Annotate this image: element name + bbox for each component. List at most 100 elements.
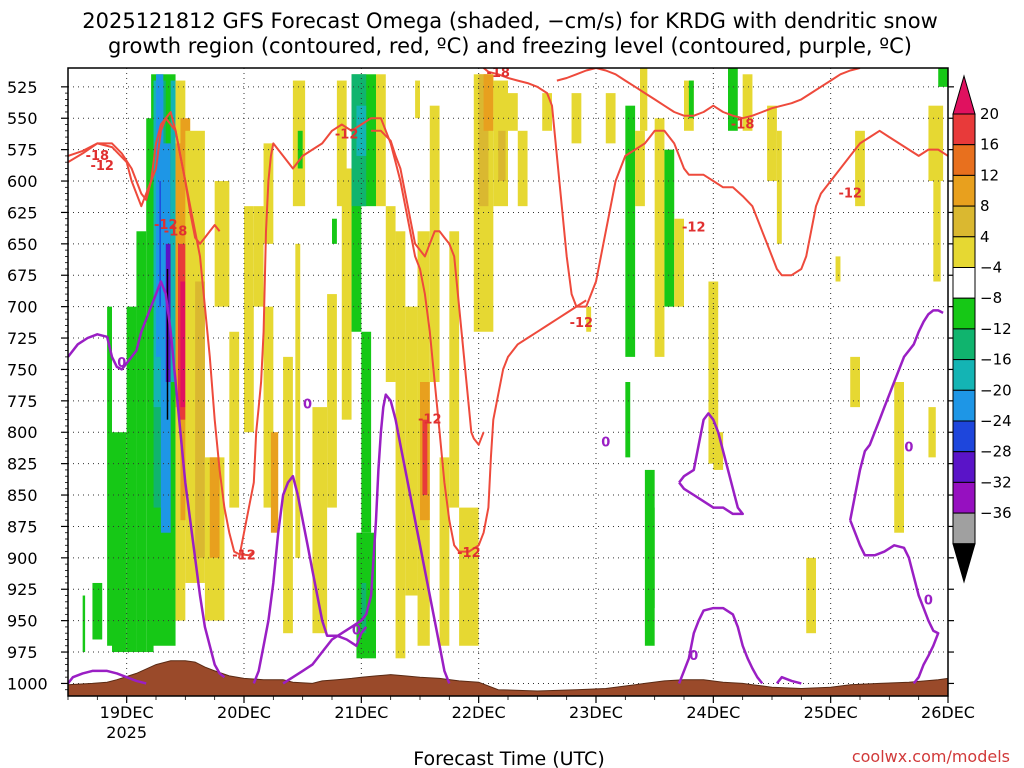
omega-shade-cell — [214, 181, 230, 307]
colorbar-segment — [952, 144, 976, 176]
x-tick-label: 19DEC — [100, 703, 154, 722]
dgz-contour-label: -18 — [486, 66, 510, 81]
x-tick-label: 26DEC — [921, 703, 975, 722]
omega-shade-cell — [654, 118, 665, 357]
omega-shade-cell — [209, 457, 220, 558]
y-tick-label: 725 — [7, 329, 38, 348]
colorbar: 20 16 12 8 4 −4 −8 −12 −16 −20 −24 −28 −32 −36 — [952, 74, 1012, 584]
freezing-level-contour-line — [282, 393, 451, 685]
colorbar-label: −32 — [980, 473, 1012, 491]
credit-text: coolwx.com/models — [852, 747, 1010, 766]
dgz-contour-label: -12 — [232, 548, 256, 563]
y-tick-label: 775 — [7, 392, 38, 411]
omega-shade-cell — [928, 407, 936, 458]
x-tick-label: 25DEC — [804, 703, 858, 722]
x-tick-label: 24DEC — [686, 703, 740, 722]
omega-shade-cell — [928, 105, 944, 182]
omega-shade-cell — [605, 93, 616, 144]
dgz-contour-label: -12 — [457, 546, 481, 561]
omega-shade-cell — [405, 306, 418, 596]
dgz-contour-label: -18 — [731, 118, 755, 133]
y-tick-label: 675 — [7, 266, 38, 285]
omega-shade-cell — [336, 80, 347, 207]
omega-shade-cell — [933, 181, 941, 282]
y-tick-label: 800 — [7, 423, 38, 442]
omega-shade-cell — [415, 80, 420, 119]
omega-shade-cell — [449, 231, 460, 508]
omega-shade-cell — [767, 105, 777, 182]
omega-shade-cell — [625, 105, 636, 357]
omega-shade-cell — [126, 306, 137, 653]
omega-shade-cell — [195, 281, 205, 558]
freezing-contour-label: 0 — [689, 649, 698, 664]
dgz-contour-line — [556, 68, 861, 120]
omega-shade-cell — [728, 68, 738, 131]
y-tick-label: 825 — [7, 455, 38, 474]
colorbar-segment — [952, 359, 976, 391]
colorbar-segment — [952, 481, 976, 514]
omega-shade-cell — [341, 168, 352, 420]
omega-shade-cell — [625, 382, 631, 458]
freezing-level-contour-line — [849, 519, 940, 685]
omega-shade-cell — [664, 149, 675, 307]
y-tick-label: 650 — [7, 235, 38, 254]
omega-shade-cell — [82, 595, 86, 653]
freezing-level-contour-line — [848, 309, 944, 521]
colorbar-label: −4 — [980, 259, 1002, 277]
dgz-contour-label: -12 — [838, 187, 862, 202]
freezing-contour-label: 0 — [352, 624, 361, 639]
dgz-contour-label: -12 — [570, 316, 594, 331]
y-tick-label: 850 — [7, 486, 38, 505]
colorbar-label: −16 — [980, 351, 1012, 369]
colorbar-label: −12 — [980, 320, 1012, 338]
omega-shade-cell — [713, 432, 724, 470]
dgz-contour-label: -12 — [418, 413, 442, 428]
omega-shade-cell — [356, 105, 367, 156]
freezing-contour-label: 0 — [601, 435, 610, 450]
colorbar-label: −20 — [980, 381, 1012, 399]
omega-shade-cell — [92, 582, 103, 640]
omega-shade-cell — [270, 432, 279, 533]
dgz-contour-line — [585, 129, 948, 307]
freezing-level-contour-line — [678, 412, 744, 516]
omega-shade-cell — [708, 281, 719, 464]
omega-shade-cell — [439, 457, 450, 646]
omega-shade-cell — [180, 281, 186, 408]
omega-shade-cell — [640, 68, 648, 131]
chart-title-line-1: 2025121812 GFS Forecast Omega (shaded, −… — [82, 9, 938, 33]
y-tick-label: 525 — [7, 78, 38, 97]
omega-shade-cell — [586, 306, 592, 332]
omega-shade-cell — [166, 268, 169, 420]
omega-shade-cell — [244, 206, 254, 433]
omega-shade-cell — [478, 74, 489, 207]
omega-shade-cell — [459, 507, 479, 646]
omega-shade-cell — [429, 105, 440, 383]
colorbar-segment — [952, 267, 976, 299]
omega-shade-cell — [312, 407, 328, 634]
omega-shade-cell — [112, 432, 127, 653]
freezing-level-contour-line — [677, 606, 764, 685]
dgz-contour-line — [482, 68, 587, 308]
x-tick-label: 22DEC — [452, 703, 506, 722]
omega-shade-cell — [361, 331, 372, 533]
terrain-fill — [68, 660, 948, 696]
omega-shade-cell — [146, 118, 154, 653]
omega-shade-cell — [850, 356, 860, 408]
omega-shade-cell — [327, 294, 337, 508]
colorbar-label: 20 — [980, 105, 999, 123]
omega-shade-cell — [385, 206, 396, 382]
omega-shade-cell — [229, 331, 240, 508]
colorbar-segment — [952, 512, 976, 545]
plot-inner: -12-18-12-18-12-12-18-12-12-12-12-18-120… — [68, 66, 948, 696]
omega-shade-cell — [855, 130, 865, 207]
y-tick-label: 625 — [7, 203, 38, 222]
freezing-contour-label: 0 — [904, 440, 913, 455]
omega-shade-cell — [295, 243, 301, 558]
omega-shade-cell — [498, 130, 506, 182]
dgz-contour-label: -12 — [335, 128, 359, 143]
colorbar-segment — [952, 420, 976, 453]
colorbar-segment — [952, 113, 976, 146]
colorbar-label: −24 — [980, 412, 1012, 430]
dgz-contour-label: -18 — [164, 224, 188, 239]
